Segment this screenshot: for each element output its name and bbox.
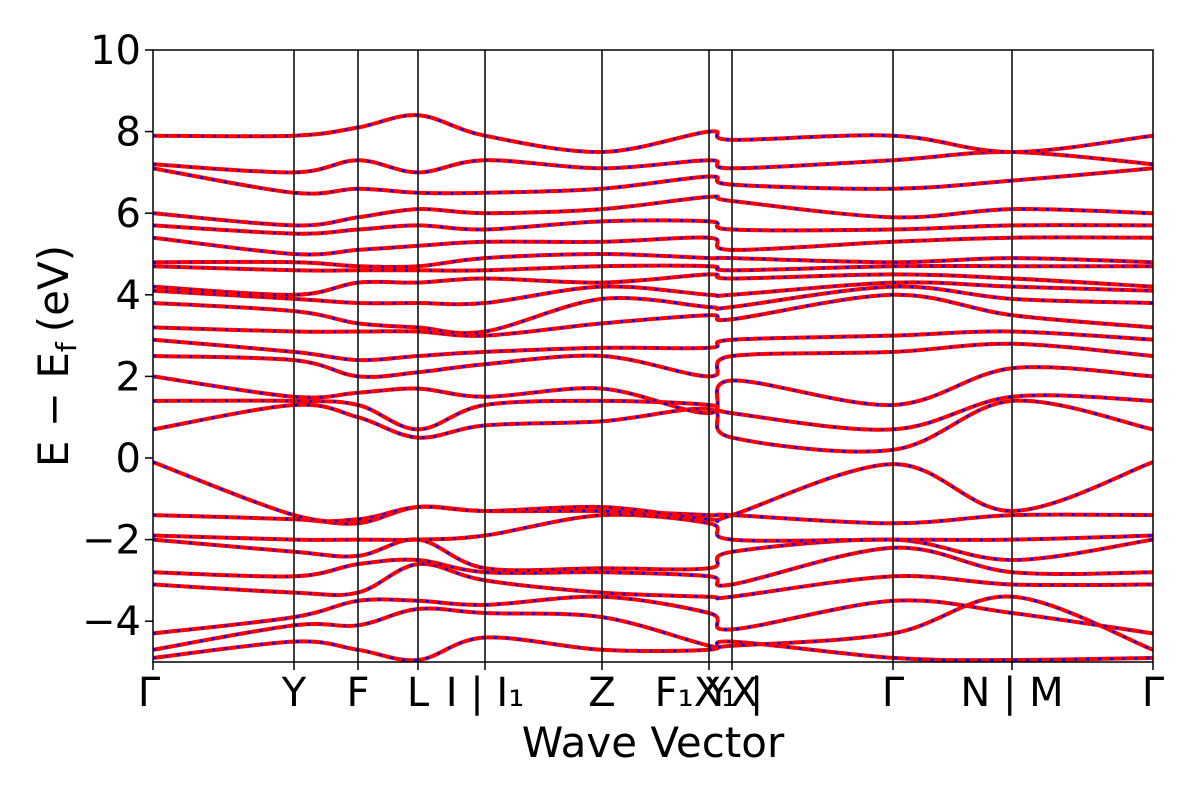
band-line-9 [153,398,1153,454]
band-line-13 [153,329,1153,363]
x-tick-label-8: Γ [882,670,905,716]
x-tick-label-2: F [346,670,369,716]
x-tick-label-7: YX [705,670,758,716]
x-tick-label-5: Z [588,670,615,716]
x-tick-label-0: Γ [138,670,161,716]
band-line-dotted-25 [153,114,1153,154]
y-tick-label-1: 8 [116,110,141,156]
band-line-10 [153,393,1153,432]
band-line-0 [153,635,1153,662]
band-line-2 [153,594,1153,636]
band-line-14 [153,292,1153,338]
band-line-17 [153,272,1153,297]
band-line-dotted-13 [153,330,1153,362]
y-tick-label-5: 0 [116,436,141,482]
band-line-20 [153,235,1153,257]
band-line-11 [153,365,1153,416]
band-line-7 [153,504,1153,526]
y-axis-title-unit: (eV) [29,245,78,332]
band-line-8 [153,460,1153,524]
band-line-dotted-23 [153,167,1153,195]
y-tick-label-4: 2 [116,354,141,400]
bands-layer [153,113,1153,662]
y-tick-label-0: 10 [90,28,141,74]
y-axis: 10 8 6 4 2 0 −2 −4 [82,28,153,645]
x-tick-label-4: I | I₁ [446,670,525,716]
x-tick-label-10: Γ [1142,670,1165,716]
band-line-dotted-9 [153,399,1153,453]
band-line-22 [153,194,1153,228]
band-line-dotted-19 [153,252,1153,269]
y-axis-title-main: E − E [29,352,78,467]
x-tick-label-3: L [407,670,430,716]
plot-frame [152,49,1154,663]
band-line-dotted-18 [153,264,1153,272]
band-line-dotted-24 [153,150,1153,174]
band-line-dotted-5 [153,538,1153,572]
y-tick-label-7: −4 [82,599,141,645]
band-line-3 [153,561,1153,601]
band-line-6 [153,512,1153,543]
band-line-dotted-16 [153,281,1153,306]
y-axis-title: E − Ef (eV) [29,245,83,467]
band-line-24 [153,149,1153,175]
x-axis-title: Wave Vector [522,718,785,767]
y-tick-label-6: −2 [82,518,141,564]
band-line-dotted-21 [153,219,1153,235]
y-tick-label-2: 6 [116,191,141,237]
band-line-12 [153,341,1153,379]
band-line-15 [153,284,1153,336]
high-symmetry-lines [293,50,1013,662]
x-tick-label-1: Y [281,670,307,716]
x-tick-label-9: N | M [960,670,1063,716]
band-line-1 [153,594,1153,652]
band-line-25 [153,113,1153,155]
band-line-4 [153,545,1153,588]
y-tick-label-3: 4 [116,273,141,319]
band-line-dotted-20 [153,236,1153,256]
y-axis-title-subscript: f [50,341,83,352]
band-line-5 [153,537,1153,573]
x-tick-label-6: F₁X₁ | [655,670,764,716]
